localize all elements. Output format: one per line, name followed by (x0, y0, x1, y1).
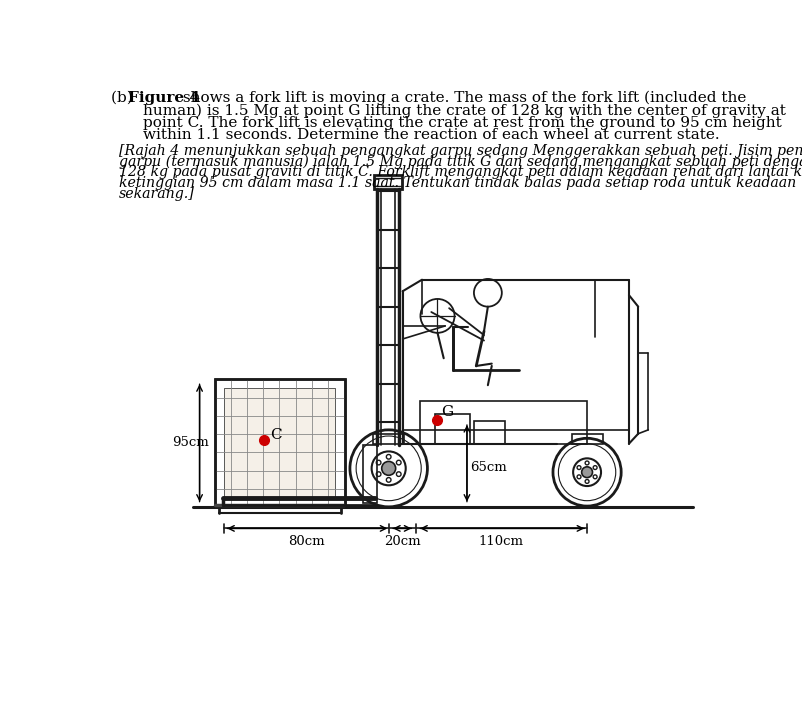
Text: shows a fork lift is moving a crate. The mass of the fork lift (included the: shows a fork lift is moving a crate. The… (178, 91, 745, 105)
Text: G: G (441, 405, 453, 419)
Bar (215, 379, 344, 507)
Text: human) is 1.5 Mg at point G lifting the crate of 128 kg with the center of gravi: human) is 1.5 Mg at point G lifting the … (143, 103, 785, 118)
Bar (374, 178, 401, 186)
Text: 128 kg pada pusat graviti di titik C. Forklift mengangkat peti dalam keadaan reh: 128 kg pada pusat graviti di titik C. Fo… (119, 165, 802, 179)
Text: point C. The fork lift is elevating the crate at rest from the ground to 95 cm h: point C. The fork lift is elevating the … (143, 116, 781, 130)
Circle shape (581, 467, 592, 477)
Bar (373, 435, 403, 444)
Bar (419, 402, 586, 444)
Text: 80cm: 80cm (288, 536, 325, 548)
Bar (215, 379, 344, 507)
Bar (571, 435, 602, 444)
Text: C: C (269, 428, 281, 442)
Bar (374, 175, 401, 189)
Text: within 1.1 seconds. Determine the reaction of each wheel at current state.: within 1.1 seconds. Determine the reacti… (143, 128, 719, 142)
Circle shape (381, 461, 395, 475)
Text: 110cm: 110cm (478, 536, 523, 548)
Text: Figure 4: Figure 4 (128, 91, 200, 105)
Text: [Rajah 4 menunjukkan sebuah pengangkat garpu sedang Menggerakkan sebuah peti. Ji: [Rajah 4 menunjukkan sebuah pengangkat g… (119, 144, 802, 158)
Bar (224, 388, 334, 498)
Text: garpu (termasuk manusia) ialah 1.5 Mg pada titik G dan sedang mengangkat sebuah : garpu (termasuk manusia) ialah 1.5 Mg pa… (119, 155, 802, 169)
Text: ketinggian 95 cm dalam masa 1.1 saat. Tentukan tindak balas pada setiap roda unt: ketinggian 95 cm dalam masa 1.1 saat. Te… (119, 176, 796, 190)
Text: 20cm: 20cm (383, 536, 420, 548)
Text: 95cm: 95cm (172, 437, 209, 449)
Bar (473, 421, 504, 444)
Text: sekarang.]: sekarang.] (119, 186, 194, 200)
Text: (b): (b) (111, 91, 138, 105)
Bar (363, 445, 377, 503)
Bar (435, 414, 469, 444)
Text: 65cm: 65cm (469, 461, 506, 475)
